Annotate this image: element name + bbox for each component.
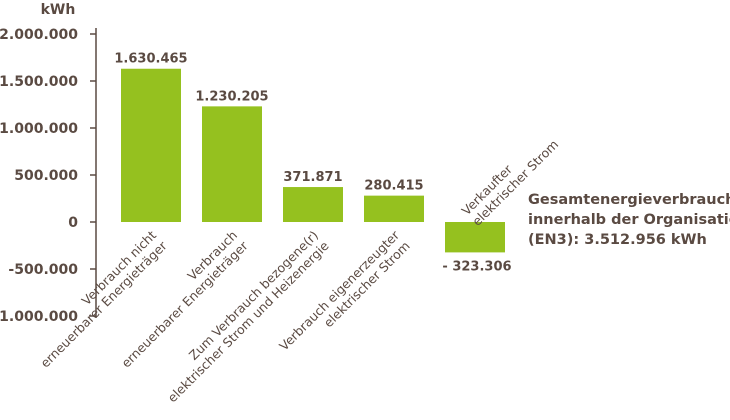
bar-value-label-2: 371.871 bbox=[283, 170, 342, 185]
bar-value-label-4: - 323.306 bbox=[442, 259, 511, 274]
bar-value-label-1: 1.230.205 bbox=[195, 89, 268, 104]
category-label-2-line-0: Zum Verbrauch bezogene(r) bbox=[186, 228, 321, 363]
category-label-0-line-1: erneuerbarer Energieträger bbox=[37, 238, 170, 371]
total-line-1: Gesamtenergieverbrauch bbox=[528, 192, 730, 208]
y-tick-label-0: 2.000.000 bbox=[0, 27, 78, 43]
total-line-2: innerhalb der Organisation bbox=[528, 212, 730, 228]
total-line-3: (EN3): 3.512.956 kWh bbox=[528, 232, 707, 248]
y-tick-label-4: 0 bbox=[68, 215, 78, 231]
bar-value-label-0: 1.630.465 bbox=[114, 52, 187, 67]
total-consumption-note: Gesamtenergieverbrauch innerhalb der Org… bbox=[528, 190, 730, 250]
bar-3 bbox=[364, 195, 424, 222]
y-axis-unit: kWh bbox=[41, 2, 76, 18]
y-tick-label-6: -1.000.000 bbox=[0, 309, 78, 325]
bar-0 bbox=[121, 68, 181, 222]
y-tick-label-1: 1.500.000 bbox=[0, 74, 78, 90]
bar-1 bbox=[202, 106, 262, 222]
bar-4 bbox=[445, 222, 505, 253]
bar-value-label-3: 280.415 bbox=[364, 179, 423, 194]
bar-2 bbox=[283, 187, 343, 222]
y-tick-label-2: 1.000.000 bbox=[0, 121, 78, 137]
y-tick-label-5: -500.000 bbox=[8, 262, 78, 278]
y-tick-label-3: 500.000 bbox=[14, 168, 78, 184]
